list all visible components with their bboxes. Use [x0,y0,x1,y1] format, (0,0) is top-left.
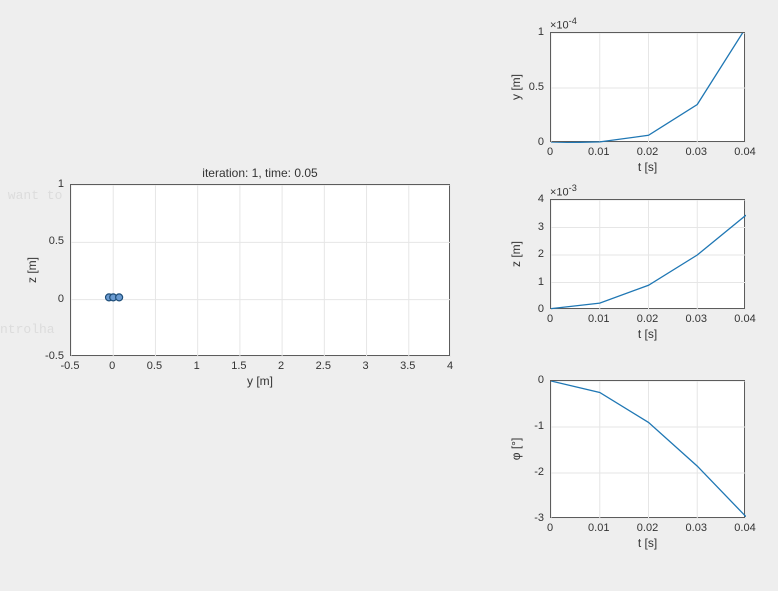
xtick-label: 0.5 [147,360,162,372]
ytick-label: 1 [58,178,64,190]
y-plot-xlabel: t [s] [638,160,657,174]
ytick-label: 2 [538,248,544,260]
ytick-label: 0.5 [529,81,544,93]
main-plot-xlabel: y [m] [247,374,273,388]
z-time-plot [550,199,745,309]
ytick-label: -3 [534,512,544,524]
ytick-label: 1 [538,26,544,38]
y-time-plot [550,32,745,142]
xtick-label: 3 [362,360,368,372]
ytick-label: 3 [538,221,544,233]
ytick-label: 1 [538,276,544,288]
xtick-label: 0 [547,313,553,325]
main-plot-title: iteration: 1, time: 0.05 [202,166,317,180]
xtick-label: 0.03 [686,146,707,158]
ytick-label: 4 [538,193,544,205]
xtick-label: 0 [547,522,553,534]
xtick-label: 3.5 [400,360,415,372]
xtick-label: 0 [547,146,553,158]
phi-time-plot [550,380,745,518]
ytick-label: 0.5 [49,235,64,247]
xtick-label: 4 [447,360,453,372]
phi-plot-xlabel: t [s] [638,536,657,550]
xtick-label: 0.02 [637,522,658,534]
xtick-label: 0.02 [637,146,658,158]
xtick-label: 0.04 [734,146,755,158]
ytick-label: -0.5 [45,350,64,362]
xtick-label: 0.01 [588,146,609,158]
xtick-label: 1.5 [231,360,246,372]
phi-plot-ylabel: φ [°] [509,438,523,461]
ytick-label: -2 [534,466,544,478]
ytick-label: 0 [538,136,544,148]
ytick-label: -1 [534,420,544,432]
xtick-label: 0.04 [734,522,755,534]
xtick-label: 2 [278,360,284,372]
z-plot-ylabel: z [m] [509,241,523,267]
z-plot-xlabel: t [s] [638,327,657,341]
ytick-label: 0 [58,293,64,305]
xtick-label: 0.01 [588,313,609,325]
z-plot-exponent: ×10-3 [550,183,577,199]
xtick-label: 1 [194,360,200,372]
ytick-label: 0 [538,374,544,386]
xtick-label: 0.03 [686,313,707,325]
main-plot-ylabel: z [m] [25,257,39,283]
main-scatter-plot [70,184,450,356]
xtick-label: 0.04 [734,313,755,325]
xtick-label: 0.03 [686,522,707,534]
xtick-label: 0.02 [637,313,658,325]
xtick-label: 0 [109,360,115,372]
xtick-label: 2.5 [316,360,331,372]
y-plot-exponent: ×10-4 [550,16,577,32]
ytick-label: 0 [538,303,544,315]
y-plot-ylabel: y [m] [509,74,523,100]
xtick-label: 0.01 [588,522,609,534]
